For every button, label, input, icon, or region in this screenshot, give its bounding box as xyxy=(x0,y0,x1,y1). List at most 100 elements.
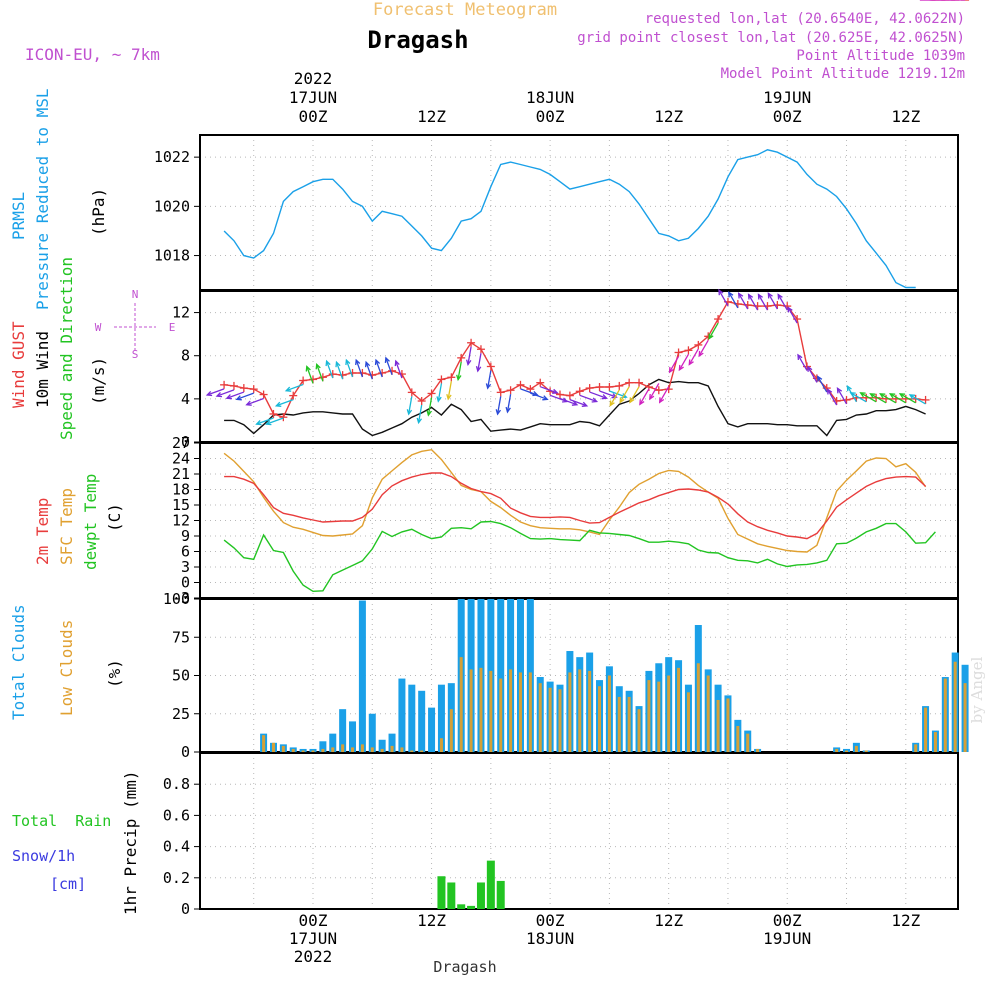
wind-dir-arrowhead xyxy=(552,388,559,394)
wind-dir-arrow xyxy=(688,348,699,365)
subtitle: Forecast Meteogram xyxy=(373,0,557,20)
wind-dir-arrowhead xyxy=(849,392,856,398)
wind-dir-arrowhead xyxy=(718,288,724,296)
cloud-low-bar xyxy=(331,747,335,752)
wind-dir-arrowhead xyxy=(609,400,615,407)
wind-dir-arrow xyxy=(496,396,502,415)
wind-dir-arrow xyxy=(226,391,245,399)
cloud-low-bar xyxy=(588,670,592,752)
wind-dir-arrowhead xyxy=(767,292,773,299)
wind-dir-arrowhead xyxy=(879,393,886,399)
top-time-label: 00Z xyxy=(299,107,328,126)
wind-dir-arrow xyxy=(506,394,512,413)
temp-dew-line xyxy=(223,520,936,593)
temperature-ytick-label: 6 xyxy=(181,543,190,561)
wind-dir-arrowhead xyxy=(797,353,803,360)
wind-dir-arrowhead xyxy=(264,420,272,426)
wind-dir-arrowhead xyxy=(639,399,645,406)
top-time-label: 19JUN xyxy=(763,88,811,107)
wind-dir-arrowhead xyxy=(629,397,635,404)
precip-rain-bar xyxy=(496,880,505,909)
wind-dir-arrow xyxy=(345,359,354,378)
wind-dir-arrow xyxy=(427,397,433,416)
wind-dir-arrow xyxy=(256,417,274,425)
wind-dir-arrowhead xyxy=(836,386,843,394)
cloud-low-bar xyxy=(499,678,503,752)
wind-dir-arrowhead xyxy=(787,306,793,313)
wind-dir-arrow xyxy=(748,294,759,311)
bottom-time-label: 17JUN xyxy=(289,929,337,948)
wind-dir-arrowhead xyxy=(908,394,916,400)
wind-dir-arrow xyxy=(447,381,452,400)
pressure-ytick-label: 1022 xyxy=(154,148,190,166)
wind-dir-arrow xyxy=(757,294,769,311)
precip-ytick-label: 0.6 xyxy=(163,806,190,824)
wind-dir-arrowhead xyxy=(869,393,876,399)
wind-dir-arrowhead xyxy=(542,395,549,401)
wind-dir-arrowhead xyxy=(374,358,381,366)
wind-dir-arrow xyxy=(530,392,548,400)
cloud-low-bar xyxy=(518,672,522,752)
wind-dir-arrow xyxy=(385,357,393,376)
cloud-low-bar xyxy=(736,725,740,752)
cloud-low-bar xyxy=(845,750,849,752)
wind-dir-arrowhead xyxy=(325,359,331,367)
wind-dir-arrowhead xyxy=(446,394,452,401)
bottom-time-label: 18JUN xyxy=(526,929,574,948)
cloud-low-bar xyxy=(380,748,384,752)
wind-dir-arrowhead xyxy=(698,350,704,358)
cloud-total-bar xyxy=(437,684,445,752)
wind-dir-arrowhead xyxy=(245,400,252,406)
temperature-ytick-label: 27 xyxy=(172,434,190,452)
cloud-low-bar xyxy=(291,748,295,752)
cloud-total-bar xyxy=(349,721,357,752)
wind-dir-arrow xyxy=(767,293,778,310)
temp-unit: (C) xyxy=(105,503,124,532)
precip-rain-bar xyxy=(467,905,476,909)
wind-dir-arrow xyxy=(206,388,225,396)
top-time-label: 12Z xyxy=(654,107,683,126)
wind-dir-arrow xyxy=(827,389,838,406)
wind-dir-arrowhead xyxy=(898,393,906,399)
bottom-time-label: 12Z xyxy=(417,911,446,930)
precip-ytick-label: 0.8 xyxy=(163,775,190,793)
wind-dir-arrow xyxy=(599,390,617,398)
wind-dir-arrow xyxy=(520,388,538,396)
wind-dir-arrow xyxy=(540,386,558,394)
pressure-line xyxy=(223,149,916,289)
cloud-low-bar xyxy=(449,709,453,752)
wind-dir-arrowhead xyxy=(274,401,282,407)
bottom-time-label: 2022 xyxy=(294,947,333,966)
pressure-ytick-label: 1020 xyxy=(154,197,190,215)
cloud-low-bar xyxy=(400,747,404,752)
rain-snow-label: Snow/1h xyxy=(12,847,75,865)
wind-dir-arrowhead xyxy=(215,392,223,398)
wind-dir-arrowhead xyxy=(235,395,242,401)
wind-dir-arrow xyxy=(678,353,690,371)
temperature-ytick-label: 15 xyxy=(172,496,190,514)
cloud-low-bar xyxy=(864,750,868,752)
wind-dir-arrowhead xyxy=(619,397,625,404)
temperature-ytick-label: 3 xyxy=(181,558,190,576)
wind-dir-arrowhead xyxy=(678,364,684,372)
rain-labels: Total Rain Snow/1h [cm] 1hr Precip (mm) xyxy=(12,771,140,916)
cloud-low-bar xyxy=(726,698,730,752)
precip-rain-bar xyxy=(476,882,485,909)
wind-dir-arrow xyxy=(836,388,848,405)
cloud-low-bar xyxy=(311,750,315,752)
pressure-ytick-label: 1018 xyxy=(154,247,190,265)
wind-dir-arrowhead xyxy=(601,394,609,400)
cloud-low-bar xyxy=(607,675,611,752)
wind-dir-arrow xyxy=(325,360,334,379)
watermark: by Angel xyxy=(968,656,986,723)
wind-dir-arrowhead xyxy=(335,360,341,368)
clouds-ytick-label: 50 xyxy=(172,667,190,685)
wind-dir-arrow xyxy=(909,394,926,405)
wind-dir-arrowhead xyxy=(807,365,813,372)
cloud-low-bar xyxy=(321,748,325,752)
precip-ytick-label: 0 xyxy=(181,900,190,918)
cloud-total-bar xyxy=(398,678,406,752)
wind-dir-arrow xyxy=(285,383,304,392)
